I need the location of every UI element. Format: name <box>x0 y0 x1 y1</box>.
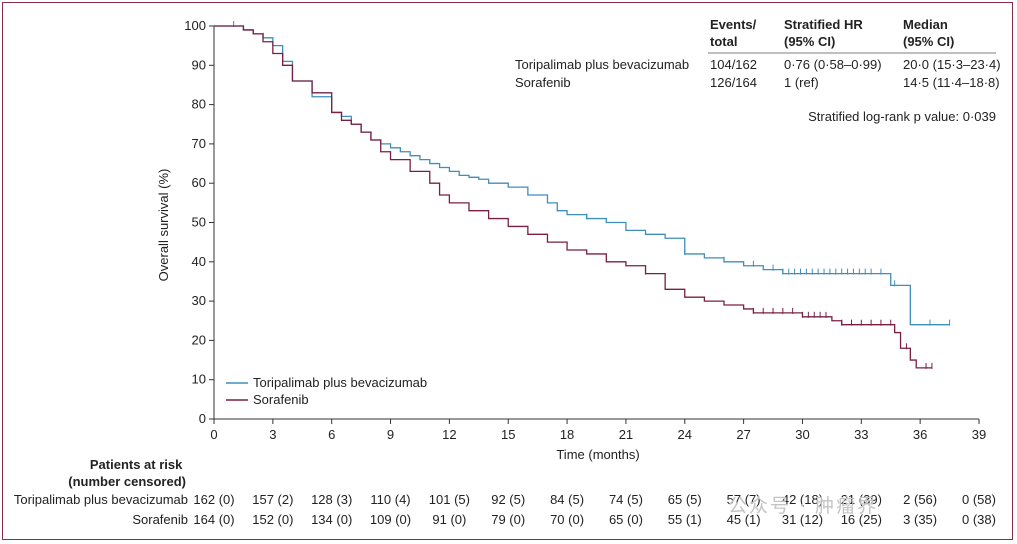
y-tick-label: 70 <box>192 136 206 151</box>
table-header-median-line1: Median <box>903 17 948 32</box>
legend-label-2: Sorafenib <box>253 392 309 407</box>
risk-value: 57 (7) <box>727 492 761 507</box>
risk-value: 92 (5) <box>491 492 525 507</box>
legend: Toripalimab plus bevacizumab Sorafenib <box>226 375 427 407</box>
table-median-2: 14·5 (11·4–18·8) <box>903 75 1000 90</box>
x-tick-label: 39 <box>972 427 986 442</box>
risk-value: 157 (2) <box>252 492 293 507</box>
x-tick-label: 27 <box>736 427 750 442</box>
y-tick-label: 90 <box>192 57 206 72</box>
x-axis-label: Time (months) <box>556 447 639 462</box>
risk-value: 109 (0) <box>370 512 411 527</box>
risk-value: 164 (0) <box>193 512 234 527</box>
table-events-2: 126/164 <box>710 75 757 90</box>
table-header-events-line2: total <box>710 34 737 49</box>
y-tick-label: 60 <box>192 175 206 190</box>
risk-value: 45 (1) <box>727 512 761 527</box>
table-hr-1: 0·76 (0·58–0·99) <box>784 57 882 72</box>
y-tick-label: 20 <box>192 332 206 347</box>
table-header-hr-line1: Stratified HR <box>784 17 863 32</box>
risk-value: 21 (39) <box>841 492 882 507</box>
x-tick-label: 21 <box>619 427 633 442</box>
y-tick-label: 40 <box>192 254 206 269</box>
risk-value: 152 (0) <box>252 512 293 527</box>
risk-value: 91 (0) <box>432 512 466 527</box>
risk-header-line2: (number censored) <box>68 474 186 489</box>
risk-values: 162 (0) 157 (2) 128 (3) 110 (4) 101 (5) 92 (5… <box>193 492 996 527</box>
survival-curve-2 <box>214 25 932 369</box>
x-tick-label: 0 <box>210 427 217 442</box>
x-tick-label: 18 <box>560 427 574 442</box>
risk-value: 101 (5) <box>429 492 470 507</box>
risk-value: 65 (0) <box>609 512 643 527</box>
y-tick-label: 80 <box>192 97 206 112</box>
y-tick-label: 50 <box>192 215 206 230</box>
risk-value: 31 (12) <box>782 512 823 527</box>
y-tick-label: 10 <box>192 372 206 387</box>
y-axis-label: Overall survival (%) <box>156 169 171 282</box>
pvalue-text: Stratified log-rank p value: 0·039 <box>808 109 996 124</box>
x-tick-label: 6 <box>328 427 335 442</box>
risk-value: 42 (18) <box>782 492 823 507</box>
table-events-1: 104/162 <box>710 57 757 72</box>
x-tick-label: 24 <box>678 427 692 442</box>
risk-value: 0 (38) <box>962 512 996 527</box>
table-header-events: Events/ total <box>710 17 760 49</box>
risk-value: 162 (0) <box>193 492 234 507</box>
table-arm-1: Toripalimab plus bevacizumab <box>515 57 689 72</box>
survival-curves <box>214 21 951 369</box>
risk-value: 70 (0) <box>550 512 584 527</box>
risk-header-line1: Patients at risk <box>90 457 183 472</box>
x-tick-label: 9 <box>387 427 394 442</box>
y-tick-label: 30 <box>192 293 206 308</box>
table-hr-2: 1 (ref) <box>784 75 819 90</box>
x-tick-label: 3 <box>269 427 276 442</box>
risk-value: 55 (1) <box>668 512 702 527</box>
risk-value: 128 (3) <box>311 492 352 507</box>
y-tick-label: 0 <box>199 411 206 426</box>
table-median-1: 20·0 (15·3–23·4) <box>903 57 1001 72</box>
x-tick-label: 36 <box>913 427 927 442</box>
risk-value: 65 (5) <box>668 492 702 507</box>
table-arm-2: Sorafenib <box>515 75 571 90</box>
y-tick-label: 100 <box>184 18 206 33</box>
table-header-median-line2: (95% CI) <box>903 34 954 49</box>
risk-table: Patients at risk (number censored) Torip… <box>14 457 996 527</box>
risk-label-2: Sorafenib <box>132 512 188 527</box>
risk-value: 16 (25) <box>841 512 882 527</box>
x-tick-label: 30 <box>795 427 809 442</box>
risk-value: 84 (5) <box>550 492 584 507</box>
risk-value: 3 (35) <box>903 512 937 527</box>
table-header-median: Median (95% CI) <box>903 17 954 49</box>
risk-value: 79 (0) <box>491 512 525 527</box>
risk-header: Patients at risk (number censored) <box>68 457 186 489</box>
legend-label-1: Toripalimab plus bevacizumab <box>253 375 427 390</box>
risk-value: 110 (4) <box>370 492 410 507</box>
risk-value: 2 (56) <box>903 492 937 507</box>
table-header-hr: Stratified HR (95% CI) <box>784 17 866 49</box>
summary-table: Events/ total Stratified HR (95% CI) Med… <box>515 17 1001 124</box>
risk-label-1: Toripalimab plus bevacizumab <box>14 492 188 507</box>
x-tick-label: 33 <box>854 427 868 442</box>
table-header-hr-line2: (95% CI) <box>784 34 835 49</box>
risk-value: 0 (58) <box>962 492 996 507</box>
risk-value: 134 (0) <box>311 512 352 527</box>
watermark-text: 公众号 · 肿瘤界 <box>728 495 879 517</box>
risk-value: 74 (5) <box>609 492 643 507</box>
x-tick-label: 12 <box>442 427 456 442</box>
table-header-events-line1: Events/ <box>710 17 757 32</box>
x-tick-label: 15 <box>501 427 515 442</box>
